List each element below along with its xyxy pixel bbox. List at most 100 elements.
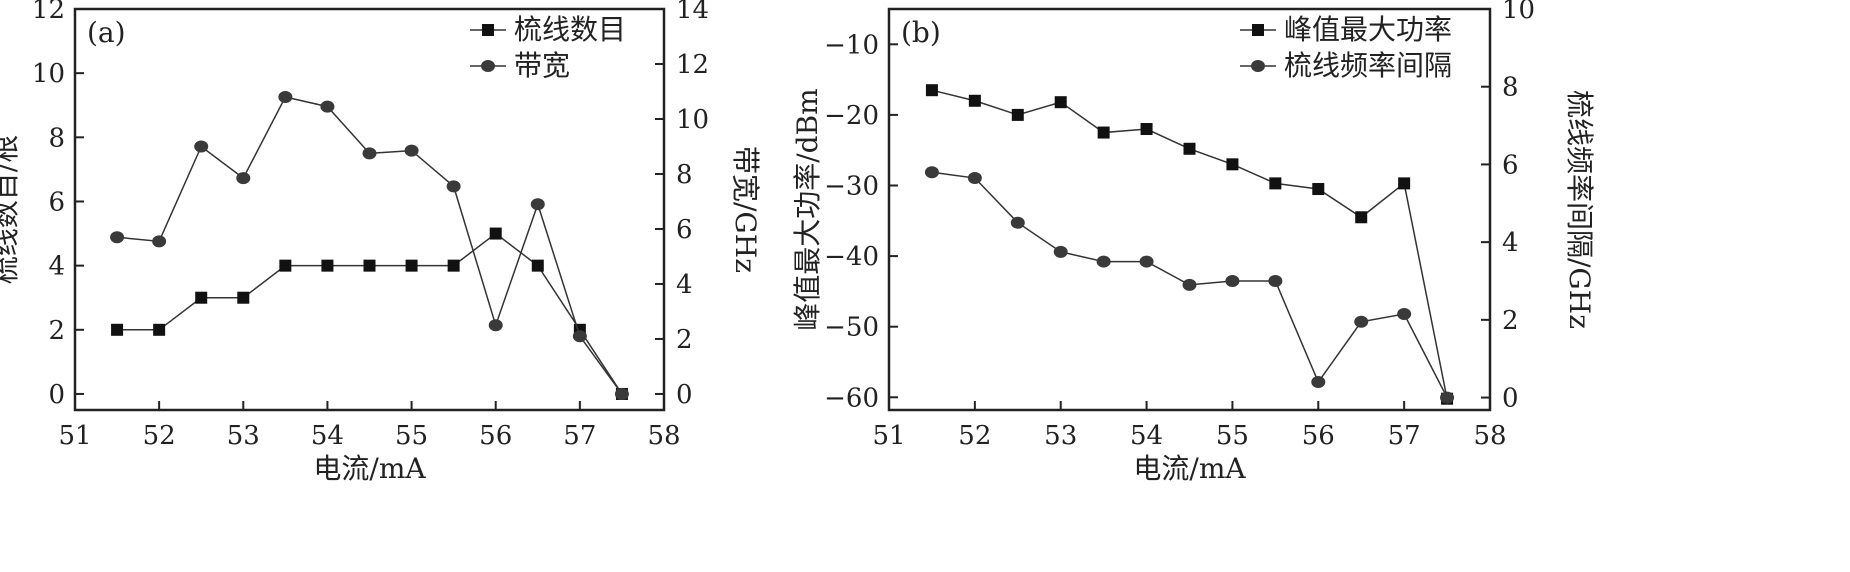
data-point-square (1183, 142, 1196, 155)
data-point-square (195, 291, 208, 304)
y-left-tick-label: 6 (48, 187, 65, 217)
data-point-square (237, 291, 250, 304)
y-right-tick-label: 0 (1502, 384, 1519, 414)
panel-label: (b) (901, 16, 941, 49)
data-point-square (321, 259, 334, 272)
y-left-tick-label: 2 (48, 316, 65, 346)
panel-b: 51 52 53 54 55 56 57 58 −60 −50 −40 −30 −20 −10 0 2 4 6 8 1… (791, 0, 1596, 485)
data-point-circle (1268, 274, 1283, 287)
data-point-circle (1010, 216, 1025, 229)
data-point-square (1011, 108, 1024, 121)
y-right-tick-label: 10 (676, 105, 709, 135)
data-point-circle (278, 90, 293, 103)
panel-a: 51 52 53 54 55 56 57 58 0 2 4 6 8 10 12 0 2 4 6 8 10 12 14 电流/m… (0, 0, 762, 485)
x-tick-label: 58 (1473, 421, 1506, 451)
data-point-square (447, 259, 460, 272)
y-right-tick-label: 8 (676, 160, 693, 190)
series-line-2 (116, 96, 623, 395)
x-tick-label: 52 (143, 421, 176, 451)
x-tick-label: 56 (479, 421, 512, 451)
y-left-tick-label: −40 (824, 242, 879, 272)
data-point-circle (967, 172, 982, 185)
legend-marker-square (482, 24, 494, 36)
panel-label: (a) (87, 16, 126, 49)
y-left-axis-label: 峰值最大功率/dBm (791, 88, 824, 331)
legend-entry: 梳线频率间隔 (1284, 49, 1452, 82)
x-tick-label: 56 (1302, 421, 1335, 451)
data-point-circle (236, 172, 251, 185)
y-right-tick-label: 6 (1502, 150, 1519, 180)
y-left-tick-label: 4 (48, 252, 65, 282)
x-axis-label: 电流/mA (313, 452, 426, 485)
y-left-tick-label: −30 (824, 171, 879, 201)
data-point-square (489, 227, 502, 240)
data-point-circle (488, 319, 503, 332)
x-tick-label: 55 (1216, 421, 1249, 451)
data-point-circle (1096, 255, 1111, 268)
series-line-1 (117, 232, 623, 395)
data-point-square (405, 259, 418, 272)
data-point-square (1226, 158, 1239, 171)
data-point-circle (194, 140, 209, 153)
data-point-circle (1139, 255, 1154, 268)
data-point-square (1355, 211, 1368, 224)
x-tick-label: 54 (311, 421, 344, 451)
plot-frame (887, 7, 1492, 412)
y-right-tick-label: 2 (676, 325, 693, 355)
y-right-tick-label: 4 (1502, 228, 1519, 258)
x-tick-label: 54 (1130, 421, 1163, 451)
x-tick-label: 51 (58, 421, 91, 451)
data-point-square (1312, 183, 1325, 196)
data-point-circle (446, 180, 461, 193)
data-point-square (531, 259, 544, 272)
data-point-circle (110, 231, 125, 244)
data-point-circle (1225, 274, 1240, 287)
x-tick-label: 57 (1388, 421, 1421, 451)
legend-marker-circle (481, 60, 495, 72)
data-point-square (1054, 96, 1067, 109)
data-point-square (153, 323, 166, 336)
y-left-tick-label: −20 (824, 101, 879, 131)
data-point-square (925, 84, 938, 97)
y-left-axis-label: 梳线数目/根 (0, 135, 22, 284)
data-point-circle (1311, 376, 1326, 389)
y-right-tick-label: 14 (676, 0, 709, 25)
data-point-circle (1053, 245, 1068, 258)
y-left-tick-label: 10 (32, 59, 65, 89)
x-tick-label: 55 (395, 421, 428, 451)
y-right-axis-label: 梳线频率间隔/GHz (1563, 90, 1596, 329)
x-tick-label: 51 (872, 421, 905, 451)
data-point-circle (572, 330, 587, 343)
data-point-circle (530, 198, 545, 211)
data-point-square (1097, 126, 1110, 139)
data-point-circle (404, 144, 419, 157)
data-point-square (1140, 123, 1153, 136)
legend-entry: 峰值最大功率 (1284, 13, 1452, 46)
y-right-axis-label: 带宽/GHz (729, 146, 762, 273)
data-point-circle (362, 147, 377, 160)
x-tick-label: 52 (958, 421, 991, 451)
y-right-tick-label: 2 (1502, 306, 1519, 336)
y-left-tick-label: 12 (32, 0, 65, 25)
data-point-circle (1182, 278, 1197, 291)
x-tick-label: 53 (1044, 421, 1077, 451)
plot-frame (73, 7, 666, 412)
series-line-1 (931, 89, 1448, 399)
legend-marker-square (1252, 24, 1264, 36)
y-right-tick-label: 6 (676, 215, 693, 245)
data-point-square (1398, 177, 1411, 190)
data-point-square (1269, 177, 1282, 190)
legend-entry: 带宽 (514, 49, 570, 82)
data-point-circle (924, 166, 939, 179)
y-right-tick-label: 4 (676, 270, 693, 300)
y-right-tick-label: 10 (1502, 0, 1535, 25)
data-point-circle (614, 387, 629, 400)
data-point-circle (320, 100, 335, 113)
y-right-tick-label: 12 (676, 50, 709, 80)
data-point-circle (152, 235, 167, 248)
data-point-circle (1397, 308, 1412, 321)
x-axis-label: 电流/mA (1133, 452, 1246, 485)
y-left-tick-label: 0 (48, 380, 65, 410)
